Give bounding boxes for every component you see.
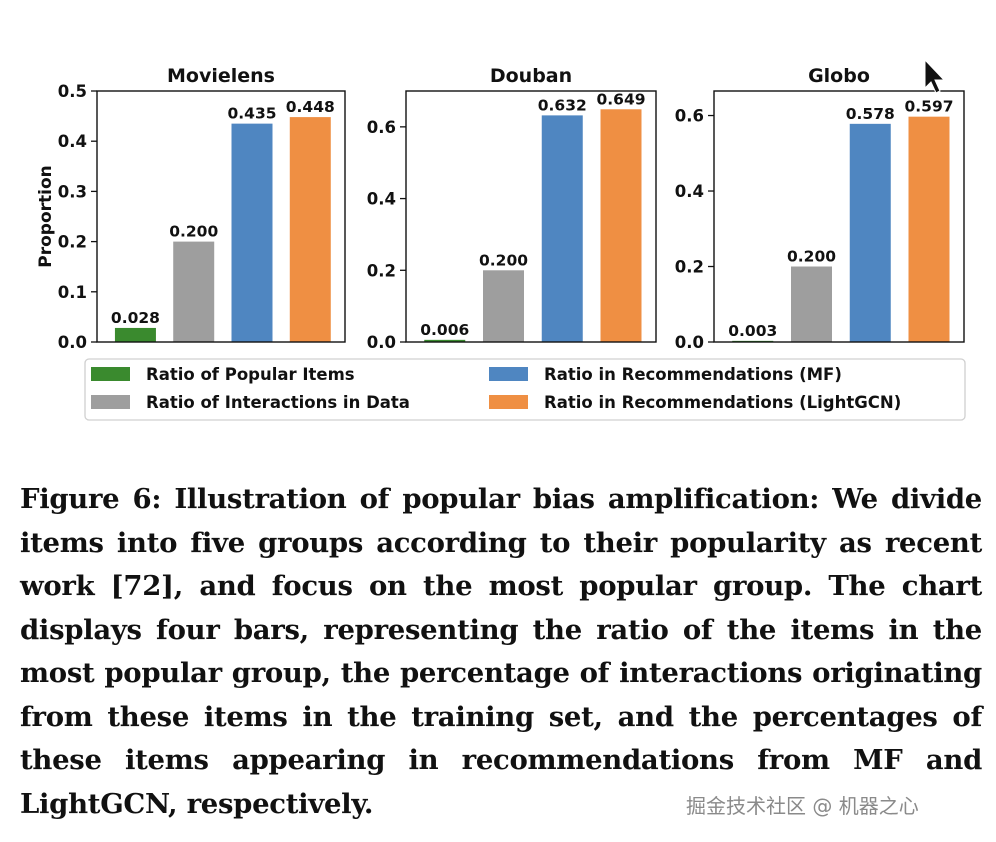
- bar-value-label: 0.028: [111, 309, 160, 327]
- legend-swatch: [91, 395, 130, 409]
- plot-frame: [405, 90, 657, 343]
- y-tick-label: 0.2: [675, 258, 704, 277]
- panel-movielens: Movielens Proportion 0.0 0.1 0.2 0.3 0.4 0.5 0.0…: [36, 65, 346, 352]
- y-tick-label: 0.4: [675, 182, 704, 201]
- bar-value-label: 0.597: [904, 98, 953, 116]
- bar-value-label: 0.632: [538, 96, 587, 114]
- mouse-pointer-icon: [924, 58, 946, 94]
- legend-swatch: [489, 395, 528, 409]
- y-tick-label: 0.0: [58, 333, 87, 352]
- bar-ratio-in-recommendations-lightgcn: [289, 117, 331, 342]
- bar-ratio-of-popular-items: [114, 327, 156, 342]
- bar-ratio-in-recommendations-mf: [849, 123, 891, 343]
- panel-douban: Douban 0.0 0.2 0.4 0.6 0.006 0.200 0.632 0.649: [367, 65, 657, 352]
- y-tick-label: 0.1: [58, 283, 87, 302]
- bar-ratio-in-recommendations-lightgcn: [600, 109, 642, 342]
- bar-ratio-of-interactions-in-data: [791, 266, 832, 342]
- bar-value-label: 0.649: [596, 90, 645, 108]
- bar-value-label: 0.006: [420, 321, 469, 339]
- panel-globo: Globo 0.0 0.2 0.4 0.6 0.003 0.200 0.578 0.597: [675, 65, 965, 352]
- bar-ratio-in-recommendations-mf: [231, 123, 273, 342]
- y-tick-label: 0.4: [367, 190, 396, 209]
- legend-swatch: [489, 367, 528, 381]
- bar-ratio-in-recommendations-mf: [541, 115, 583, 342]
- chart-title: Movielens: [167, 65, 275, 87]
- plot-frame: [96, 90, 346, 343]
- bar-ratio-of-interactions-in-data: [483, 270, 524, 342]
- y-tick-label: 0.4: [58, 132, 87, 151]
- bar-ratio-of-interactions-in-data: [173, 241, 215, 342]
- legend-swatch: [91, 367, 130, 381]
- watermark: 掘金技术社区 @ 机器之心: [686, 794, 919, 818]
- y-tick-label: 0.2: [367, 261, 396, 280]
- legend-box: [84, 358, 966, 421]
- legend-label: Ratio of Popular Items: [146, 365, 355, 384]
- y-axis-label: Proportion: [36, 165, 56, 268]
- bar-value-label: 0.435: [227, 105, 276, 123]
- bar-value-label: 0.448: [286, 98, 335, 116]
- bar-value-label: 0.578: [846, 105, 895, 123]
- bar-value-label: 0.200: [787, 248, 836, 266]
- chart-title: Globo: [808, 65, 870, 87]
- y-tick-label: 0.6: [675, 107, 704, 126]
- y-tick-label: 0.0: [367, 333, 396, 352]
- legend-label: Ratio in Recommendations (MF): [544, 365, 842, 384]
- plot-frame: [713, 90, 965, 343]
- legend-label: Ratio in Recommendations (LightGCN): [544, 393, 901, 412]
- bar-value-label: 0.200: [169, 223, 218, 241]
- y-tick-label: 0.6: [367, 118, 396, 137]
- bar-value-label: 0.200: [479, 251, 528, 269]
- bar-ratio-of-popular-items: [424, 339, 466, 342]
- y-tick-label: 0.2: [58, 233, 87, 252]
- y-tick-label: 0.3: [58, 182, 87, 201]
- bar-value-label: 0.003: [728, 322, 777, 340]
- legend-label: Ratio of Interactions in Data: [146, 393, 410, 412]
- figure-charts: Movielens Proportion 0.0 0.1 0.2 0.3 0.4 0.5 0.0…: [36, 58, 966, 421]
- bar-ratio-in-recommendations-lightgcn: [908, 116, 950, 342]
- y-tick-label: 0.0: [675, 333, 704, 352]
- legend: Ratio of Popular Items Ratio in Recommend…: [84, 358, 966, 421]
- figure-caption: Figure 6: Illustration of popular bias a…: [20, 483, 982, 820]
- y-tick-label: 0.5: [58, 82, 87, 101]
- chart-title: Douban: [490, 65, 572, 87]
